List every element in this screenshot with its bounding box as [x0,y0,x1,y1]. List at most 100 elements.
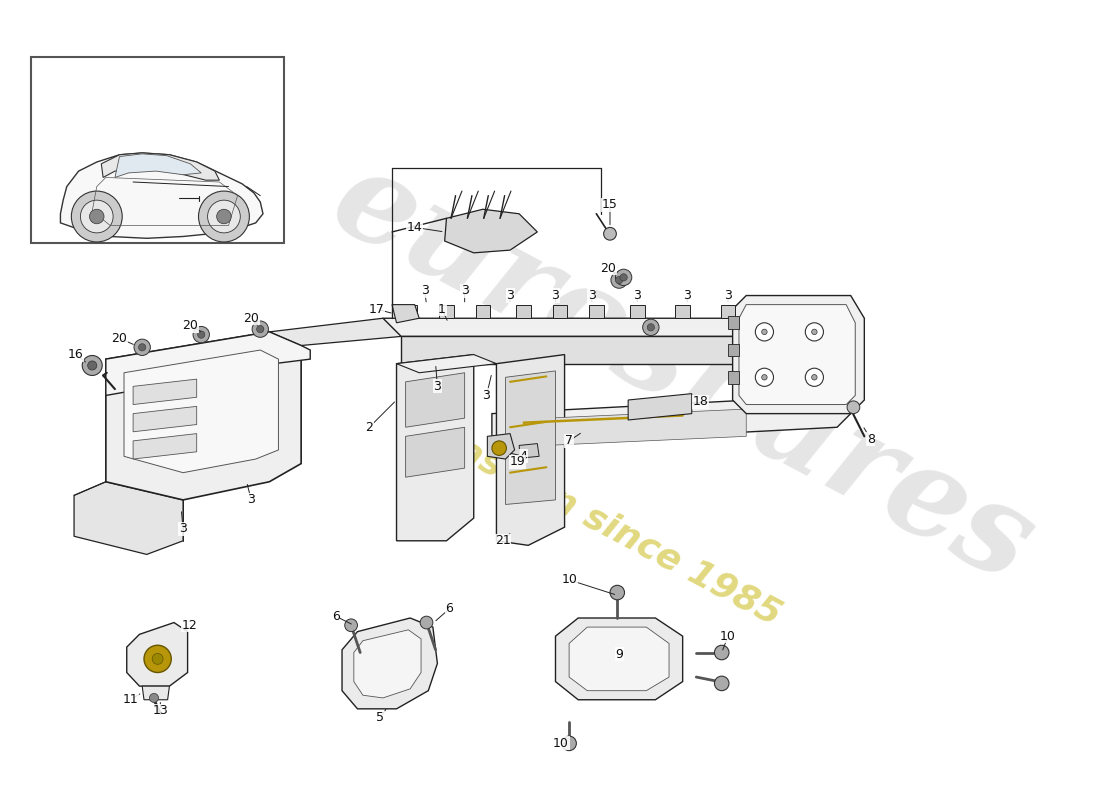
Text: 11: 11 [122,694,139,706]
Polygon shape [496,354,564,546]
Polygon shape [406,373,464,427]
Polygon shape [396,354,474,541]
Text: a passion since 1985: a passion since 1985 [396,403,788,633]
Polygon shape [270,318,402,346]
Polygon shape [475,305,491,318]
Circle shape [805,322,824,341]
Polygon shape [101,153,219,180]
Polygon shape [569,627,669,690]
Circle shape [420,616,433,629]
Circle shape [144,646,172,673]
Text: 20: 20 [243,312,260,325]
Polygon shape [439,305,454,318]
Polygon shape [590,305,604,318]
Text: 9: 9 [615,648,623,661]
Text: 3: 3 [634,289,641,302]
Text: 15: 15 [602,198,618,211]
Text: 10: 10 [553,737,569,750]
Polygon shape [406,427,464,478]
Polygon shape [556,618,683,700]
Text: 2: 2 [365,421,373,434]
Text: 1: 1 [438,302,446,316]
Text: 9: 9 [615,648,623,661]
Polygon shape [553,305,568,318]
Polygon shape [396,354,496,373]
Polygon shape [114,154,201,178]
Circle shape [812,374,817,380]
Polygon shape [492,395,850,446]
Circle shape [847,401,860,414]
Polygon shape [383,318,810,337]
Circle shape [562,736,576,750]
Polygon shape [444,210,537,253]
Polygon shape [60,153,263,238]
Polygon shape [402,337,810,364]
Polygon shape [403,305,417,318]
Circle shape [610,586,625,600]
Polygon shape [728,371,739,384]
Polygon shape [106,332,310,395]
Polygon shape [74,482,183,554]
Text: 8: 8 [867,433,875,446]
Text: 3: 3 [551,289,560,302]
Text: 10: 10 [720,630,736,642]
Bar [32,57,284,243]
Circle shape [139,344,146,351]
Text: 3: 3 [420,285,429,298]
Text: 3: 3 [433,380,441,393]
Circle shape [252,321,268,338]
Circle shape [344,619,358,632]
Circle shape [610,272,627,288]
Text: 5: 5 [376,711,384,725]
Circle shape [756,322,773,341]
Text: 6: 6 [332,610,340,622]
Circle shape [150,694,158,702]
Polygon shape [133,406,197,432]
Polygon shape [675,305,690,318]
Text: 12: 12 [182,618,197,632]
Circle shape [72,191,122,242]
Polygon shape [728,344,739,356]
Polygon shape [739,305,855,405]
Text: 17: 17 [368,302,385,316]
Text: 19: 19 [509,455,525,468]
Circle shape [256,326,264,333]
Text: 14: 14 [407,221,422,234]
Polygon shape [106,332,301,500]
Text: 10: 10 [561,574,578,586]
Text: 3: 3 [506,289,514,302]
Circle shape [217,210,231,224]
Text: 20: 20 [111,332,128,345]
Polygon shape [133,379,197,405]
Circle shape [620,274,627,281]
Text: 4: 4 [520,450,528,463]
Text: 20: 20 [601,262,616,274]
Circle shape [152,654,163,664]
Text: 3: 3 [179,522,187,535]
Text: 20: 20 [183,319,198,332]
Polygon shape [124,350,278,473]
Polygon shape [516,305,531,318]
Text: 21: 21 [495,534,510,547]
Circle shape [88,361,97,370]
Polygon shape [628,394,692,420]
Circle shape [198,191,250,242]
Circle shape [761,329,767,334]
Polygon shape [354,630,421,698]
Polygon shape [733,295,865,414]
Text: 3: 3 [248,494,255,506]
Circle shape [805,368,824,386]
Circle shape [761,374,767,380]
Circle shape [89,210,104,224]
Text: eurospares: eurospares [312,138,1053,608]
Circle shape [198,331,205,338]
Text: 18: 18 [693,395,708,408]
Circle shape [82,355,102,375]
Polygon shape [720,305,735,318]
Polygon shape [142,686,169,700]
Polygon shape [547,409,746,446]
Circle shape [615,277,623,284]
Text: 3: 3 [587,289,596,302]
Polygon shape [126,622,188,686]
Circle shape [208,200,240,233]
